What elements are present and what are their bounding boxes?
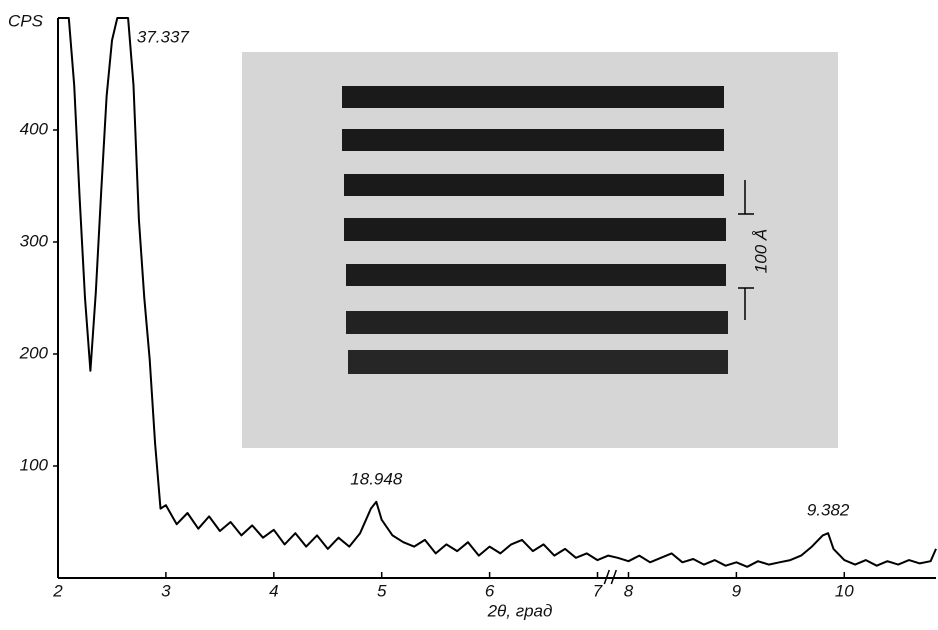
stripe [344, 218, 726, 241]
axis-break [603, 569, 611, 585]
x-tick-label: 4 [269, 581, 278, 600]
stripe [346, 311, 728, 334]
inset-scale-label: 100 Å [751, 229, 770, 273]
x-tick-label: 5 [377, 581, 387, 600]
peak-annotation: 37.337 [137, 27, 190, 46]
peak-annotation: 9.382 [807, 501, 850, 520]
y-tick-label: 200 [19, 343, 49, 362]
x-tick-label: 7 [593, 581, 603, 600]
y-axis-label: CPS [8, 11, 44, 30]
stripe [342, 129, 724, 151]
x-tick-label: 6 [485, 581, 495, 600]
stripe [344, 174, 724, 196]
x-tick-label: 8 [624, 581, 634, 600]
stripe [342, 86, 724, 108]
inset-background [242, 52, 838, 448]
y-tick-label: 300 [20, 231, 49, 250]
axis-break [610, 569, 618, 585]
x-tick-label: 3 [161, 581, 171, 600]
x-tick-label: 2 [52, 581, 63, 600]
y-tick-label: 400 [20, 119, 49, 138]
x-axis-label: 2θ, град [487, 601, 553, 620]
stripe [348, 350, 728, 374]
stripe [346, 264, 726, 286]
y-tick-label: 100 [20, 455, 49, 474]
data-line [58, 17, 937, 568]
inset-micrograph: 100 Å [242, 52, 838, 448]
peak-annotation: 18.948 [350, 469, 403, 488]
x-tick-label: 9 [732, 581, 742, 600]
x-tick-label: 10 [835, 581, 854, 600]
